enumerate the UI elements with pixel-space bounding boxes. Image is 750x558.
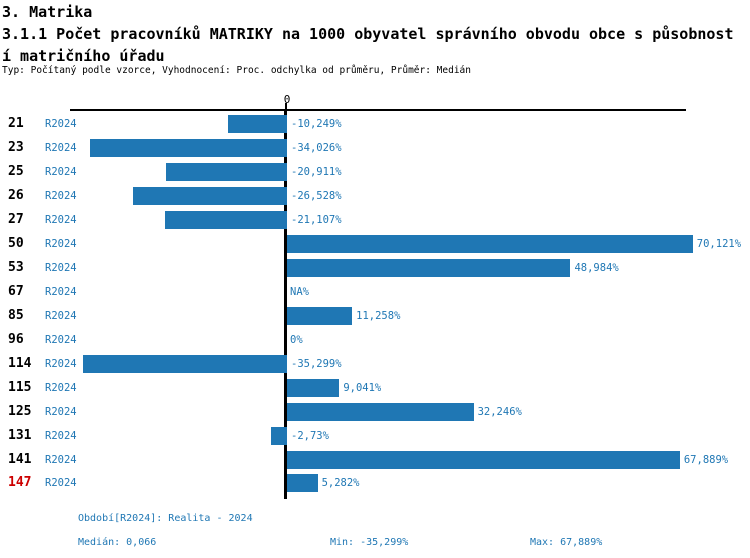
value-label: 48,984% [574, 261, 619, 274]
axis-zero-label: 0 [283, 93, 291, 106]
row-period-label: R2024 [45, 214, 77, 226]
row-period-label: R2024 [45, 237, 77, 250]
value-label: -26,528% [291, 190, 342, 203]
bar [287, 258, 571, 277]
row-id: 21 [8, 116, 24, 132]
value-label: 67,889% [683, 453, 729, 466]
row-period-label: R2024 [45, 381, 77, 394]
row-id: 25 [8, 164, 24, 180]
axis-zero-tick [285, 103, 287, 109]
max-label: Max: 67,889% [530, 537, 603, 548]
period-label: Období[R2024]: Realita - 2024 [78, 513, 253, 524]
row-id: 147 [8, 475, 32, 491]
bar [164, 211, 287, 229]
value-label: -2,73% [291, 429, 329, 442]
value-label: 70,121% [696, 237, 742, 250]
bar [90, 139, 287, 158]
value-label: -10,249% [291, 118, 342, 131]
value-label: -34,026% [291, 142, 342, 155]
row-period-label: R2024 [45, 166, 77, 179]
value-label: 11,258% [356, 309, 401, 322]
row-period-label: R2024 [45, 285, 77, 298]
row-id: 114 [8, 355, 32, 371]
row-id: 125 [8, 403, 32, 419]
row-id: 131 [8, 427, 32, 443]
row-id: 141 [8, 451, 32, 467]
row-period-label: R2024 [45, 405, 77, 418]
row-period-label: R2024 [45, 429, 77, 442]
value-label: 32,246% [477, 405, 522, 418]
row-id: 85 [8, 307, 24, 323]
row-period-label: R2024 [45, 190, 77, 203]
row-period-label: R2024 [45, 453, 77, 466]
chart-meta: Typ: Počítaný podle vzorce, Vyhodnocení:… [2, 65, 471, 76]
value-label: 9,041% [343, 381, 382, 394]
min-label: Min: -35,299% [330, 537, 409, 548]
row-id: 67 [8, 283, 24, 299]
axis-zero-line [284, 109, 287, 499]
row-period-label: R2024 [45, 142, 77, 155]
row-period-label: R2024 [45, 333, 77, 346]
row-period-label: R2024 [45, 261, 77, 274]
row-id: 50 [8, 235, 24, 251]
bar [287, 402, 474, 421]
row-id: 23 [8, 140, 24, 156]
bar [287, 378, 340, 397]
bar [165, 163, 287, 182]
bar [287, 234, 693, 253]
value-label: 0% [290, 333, 303, 346]
bar [133, 187, 287, 206]
bar [271, 426, 287, 445]
value-label: NA% [290, 285, 309, 298]
row-id: 53 [8, 259, 24, 275]
section-title: 3. Matrika [2, 3, 93, 21]
value-label: 5,282% [321, 477, 360, 490]
row-period-label: R2024 [45, 118, 77, 131]
bar [227, 115, 287, 134]
chart-title: 3.1.1 Počet pracovníků MATRIKY na 1000 o… [2, 25, 734, 65]
row-id: 115 [8, 379, 32, 395]
bar [287, 474, 318, 493]
median-label: Medián: 0,066 [78, 537, 157, 548]
row-id: 27 [8, 212, 24, 227]
row-id: 96 [8, 331, 24, 347]
row-id: 26 [8, 188, 24, 204]
value-label: -35,299% [291, 357, 342, 370]
value-label: -21,107% [291, 214, 342, 226]
bar [287, 450, 680, 469]
bar [82, 354, 287, 373]
row-period-label: R2024 [45, 477, 77, 490]
value-label: -20,911% [291, 166, 342, 179]
bar [287, 306, 353, 325]
row-period-label: R2024 [45, 309, 77, 322]
axis-top-line [70, 109, 686, 111]
row-period-label: R2024 [45, 357, 77, 370]
